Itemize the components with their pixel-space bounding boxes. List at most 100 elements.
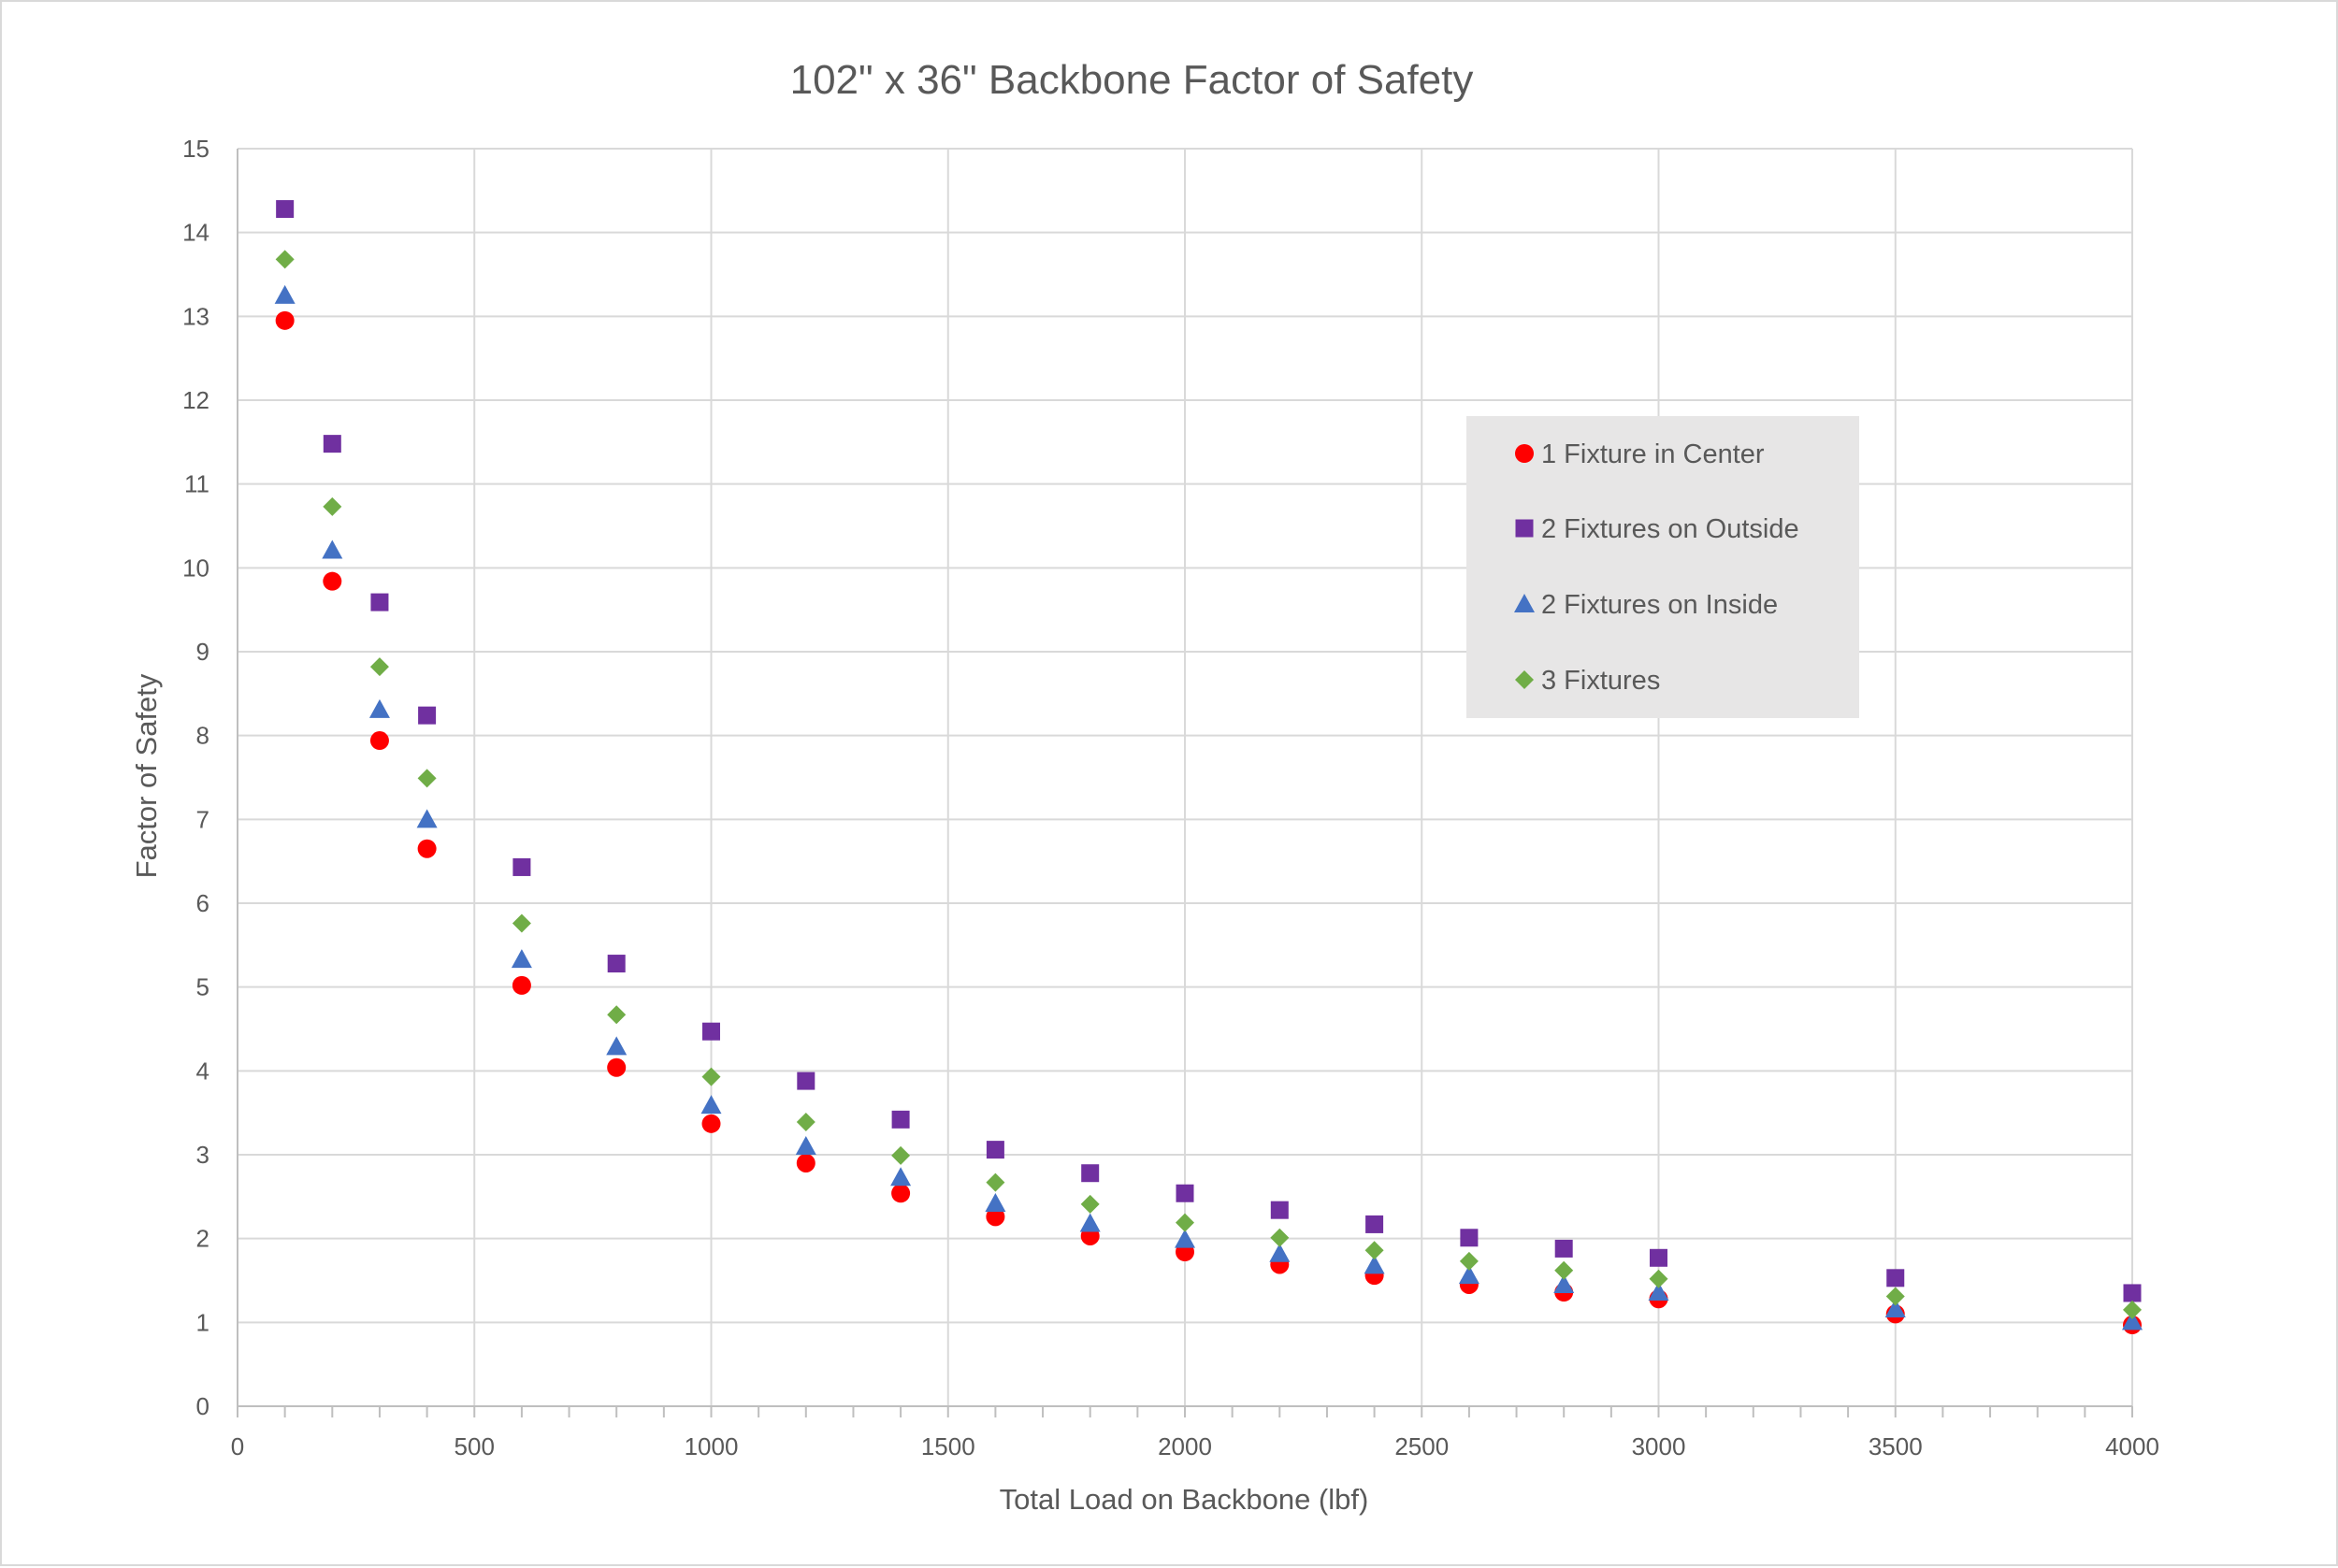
legend: 1 Fixture in Center 2 Fixtures on Outside… [1466, 416, 1859, 718]
x-tick-label: 2500 [1394, 1432, 1449, 1460]
data-point-diamond [701, 1067, 721, 1086]
data-point-square [1650, 1248, 1667, 1267]
y-tick-label: 14 [182, 219, 209, 247]
y-tick-label: 8 [196, 722, 209, 750]
data-point-diamond [512, 913, 531, 933]
series-circle [275, 310, 2142, 1335]
data-point-triangle [1269, 1243, 1291, 1262]
data-point-triangle [1364, 1255, 1385, 1274]
y-tick-label: 2 [196, 1225, 209, 1253]
data-point-triangle [511, 949, 532, 969]
legend-label: 2 Fixtures on Outside [1541, 514, 1799, 544]
legend-marker-square [1515, 519, 1534, 538]
x-tick-label: 500 [455, 1432, 495, 1460]
data-point-square [1886, 1269, 1905, 1287]
data-point-triangle [2122, 1311, 2143, 1331]
legend-label: 2 Fixtures on Inside [1541, 590, 1778, 620]
data-point-triangle [890, 1167, 912, 1187]
x-tick-label: 4000 [2105, 1432, 2159, 1460]
data-point-triangle [606, 1036, 628, 1056]
grid-layer [238, 148, 2133, 1406]
x-axis-title: Total Load on Backbone (lbf) [1000, 1483, 1369, 1516]
y-axis-title: Factor of Safety [130, 673, 163, 878]
data-point-layer [274, 200, 2143, 1335]
y-tick-label: 11 [184, 470, 209, 498]
legend-item: 3 Fixtures [1515, 666, 1660, 696]
data-point-circle [796, 1153, 815, 1172]
data-point-triangle [1884, 1298, 1906, 1317]
legend-marker-triangle [1514, 594, 1535, 612]
data-point-square [2123, 1284, 2142, 1302]
data-point-diamond [1080, 1194, 1100, 1214]
y-tick-label: 7 [196, 805, 209, 833]
y-tick-label: 13 [182, 302, 209, 330]
legend-marker-diamond [1515, 670, 1534, 689]
legend-item: 1 Fixture in Center [1515, 439, 1765, 469]
y-tick-label: 5 [196, 973, 209, 1001]
series-square [276, 200, 2142, 1302]
data-point-diamond [1459, 1251, 1479, 1271]
data-point-square [1460, 1229, 1479, 1247]
data-point-circle [607, 1057, 627, 1077]
data-point-diamond [1554, 1260, 1574, 1280]
data-point-diamond [1364, 1241, 1384, 1260]
x-tick-label: 1500 [921, 1432, 975, 1460]
data-point-triangle [416, 809, 438, 828]
y-tick-label: 1 [196, 1308, 209, 1336]
data-point-square [323, 435, 341, 453]
data-point-square [986, 1141, 1004, 1159]
data-point-square [418, 706, 437, 725]
data-point-square [276, 200, 295, 219]
data-point-triangle [322, 539, 343, 559]
legend-box [1466, 416, 1859, 718]
x-tick-label: 3000 [1632, 1432, 1686, 1460]
y-tick-label: 10 [182, 554, 209, 582]
data-point-triangle [1175, 1229, 1195, 1248]
data-point-diamond [1885, 1287, 1905, 1306]
data-point-square [1554, 1239, 1573, 1258]
data-point-diamond [2123, 1300, 2142, 1319]
data-point-square [512, 857, 531, 876]
data-point-diamond [369, 657, 389, 677]
legend-label: 1 Fixture in Center [1541, 439, 1765, 469]
legend-item: 2 Fixtures on Inside [1514, 590, 1778, 620]
series-diamond [275, 250, 2142, 1319]
data-point-triangle [1458, 1265, 1479, 1285]
data-point-square [1365, 1215, 1384, 1233]
data-point-circle [369, 731, 389, 751]
data-point-circle [512, 975, 531, 995]
data-point-triangle [1079, 1213, 1101, 1232]
legend-marker-circle [1515, 444, 1534, 463]
data-point-diamond [323, 496, 342, 516]
data-point-triangle [274, 284, 296, 304]
data-point-circle [275, 310, 295, 330]
data-point-triangle [795, 1136, 816, 1156]
data-point-square [702, 1022, 720, 1041]
legend-label: 3 Fixtures [1541, 666, 1660, 696]
axis-layer [237, 149, 2133, 1417]
data-point-square [370, 593, 389, 611]
y-tick-label: 12 [182, 386, 209, 414]
data-point-square [1176, 1184, 1194, 1202]
x-tick-label: 3500 [1869, 1432, 1923, 1460]
series-triangle [274, 284, 2143, 1331]
y-tick-label: 15 [182, 135, 209, 163]
data-point-diamond [1176, 1213, 1194, 1232]
legend-items: 1 Fixture in Center 2 Fixtures on Outside… [1514, 439, 1799, 696]
data-point-triangle [1553, 1273, 1575, 1293]
y-tick-label: 9 [196, 638, 209, 666]
data-point-triangle [985, 1193, 1006, 1213]
data-point-square [891, 1110, 910, 1129]
data-point-diamond [1270, 1228, 1290, 1247]
data-point-square [797, 1072, 815, 1090]
data-point-circle [417, 839, 437, 858]
data-point-diamond [986, 1172, 1005, 1192]
data-point-triangle [1648, 1282, 1669, 1302]
data-point-diamond [1649, 1269, 1668, 1288]
data-point-square [607, 955, 626, 973]
data-point-triangle [368, 698, 390, 718]
data-point-circle [323, 571, 342, 591]
x-tick-label: 2000 [1158, 1432, 1212, 1460]
